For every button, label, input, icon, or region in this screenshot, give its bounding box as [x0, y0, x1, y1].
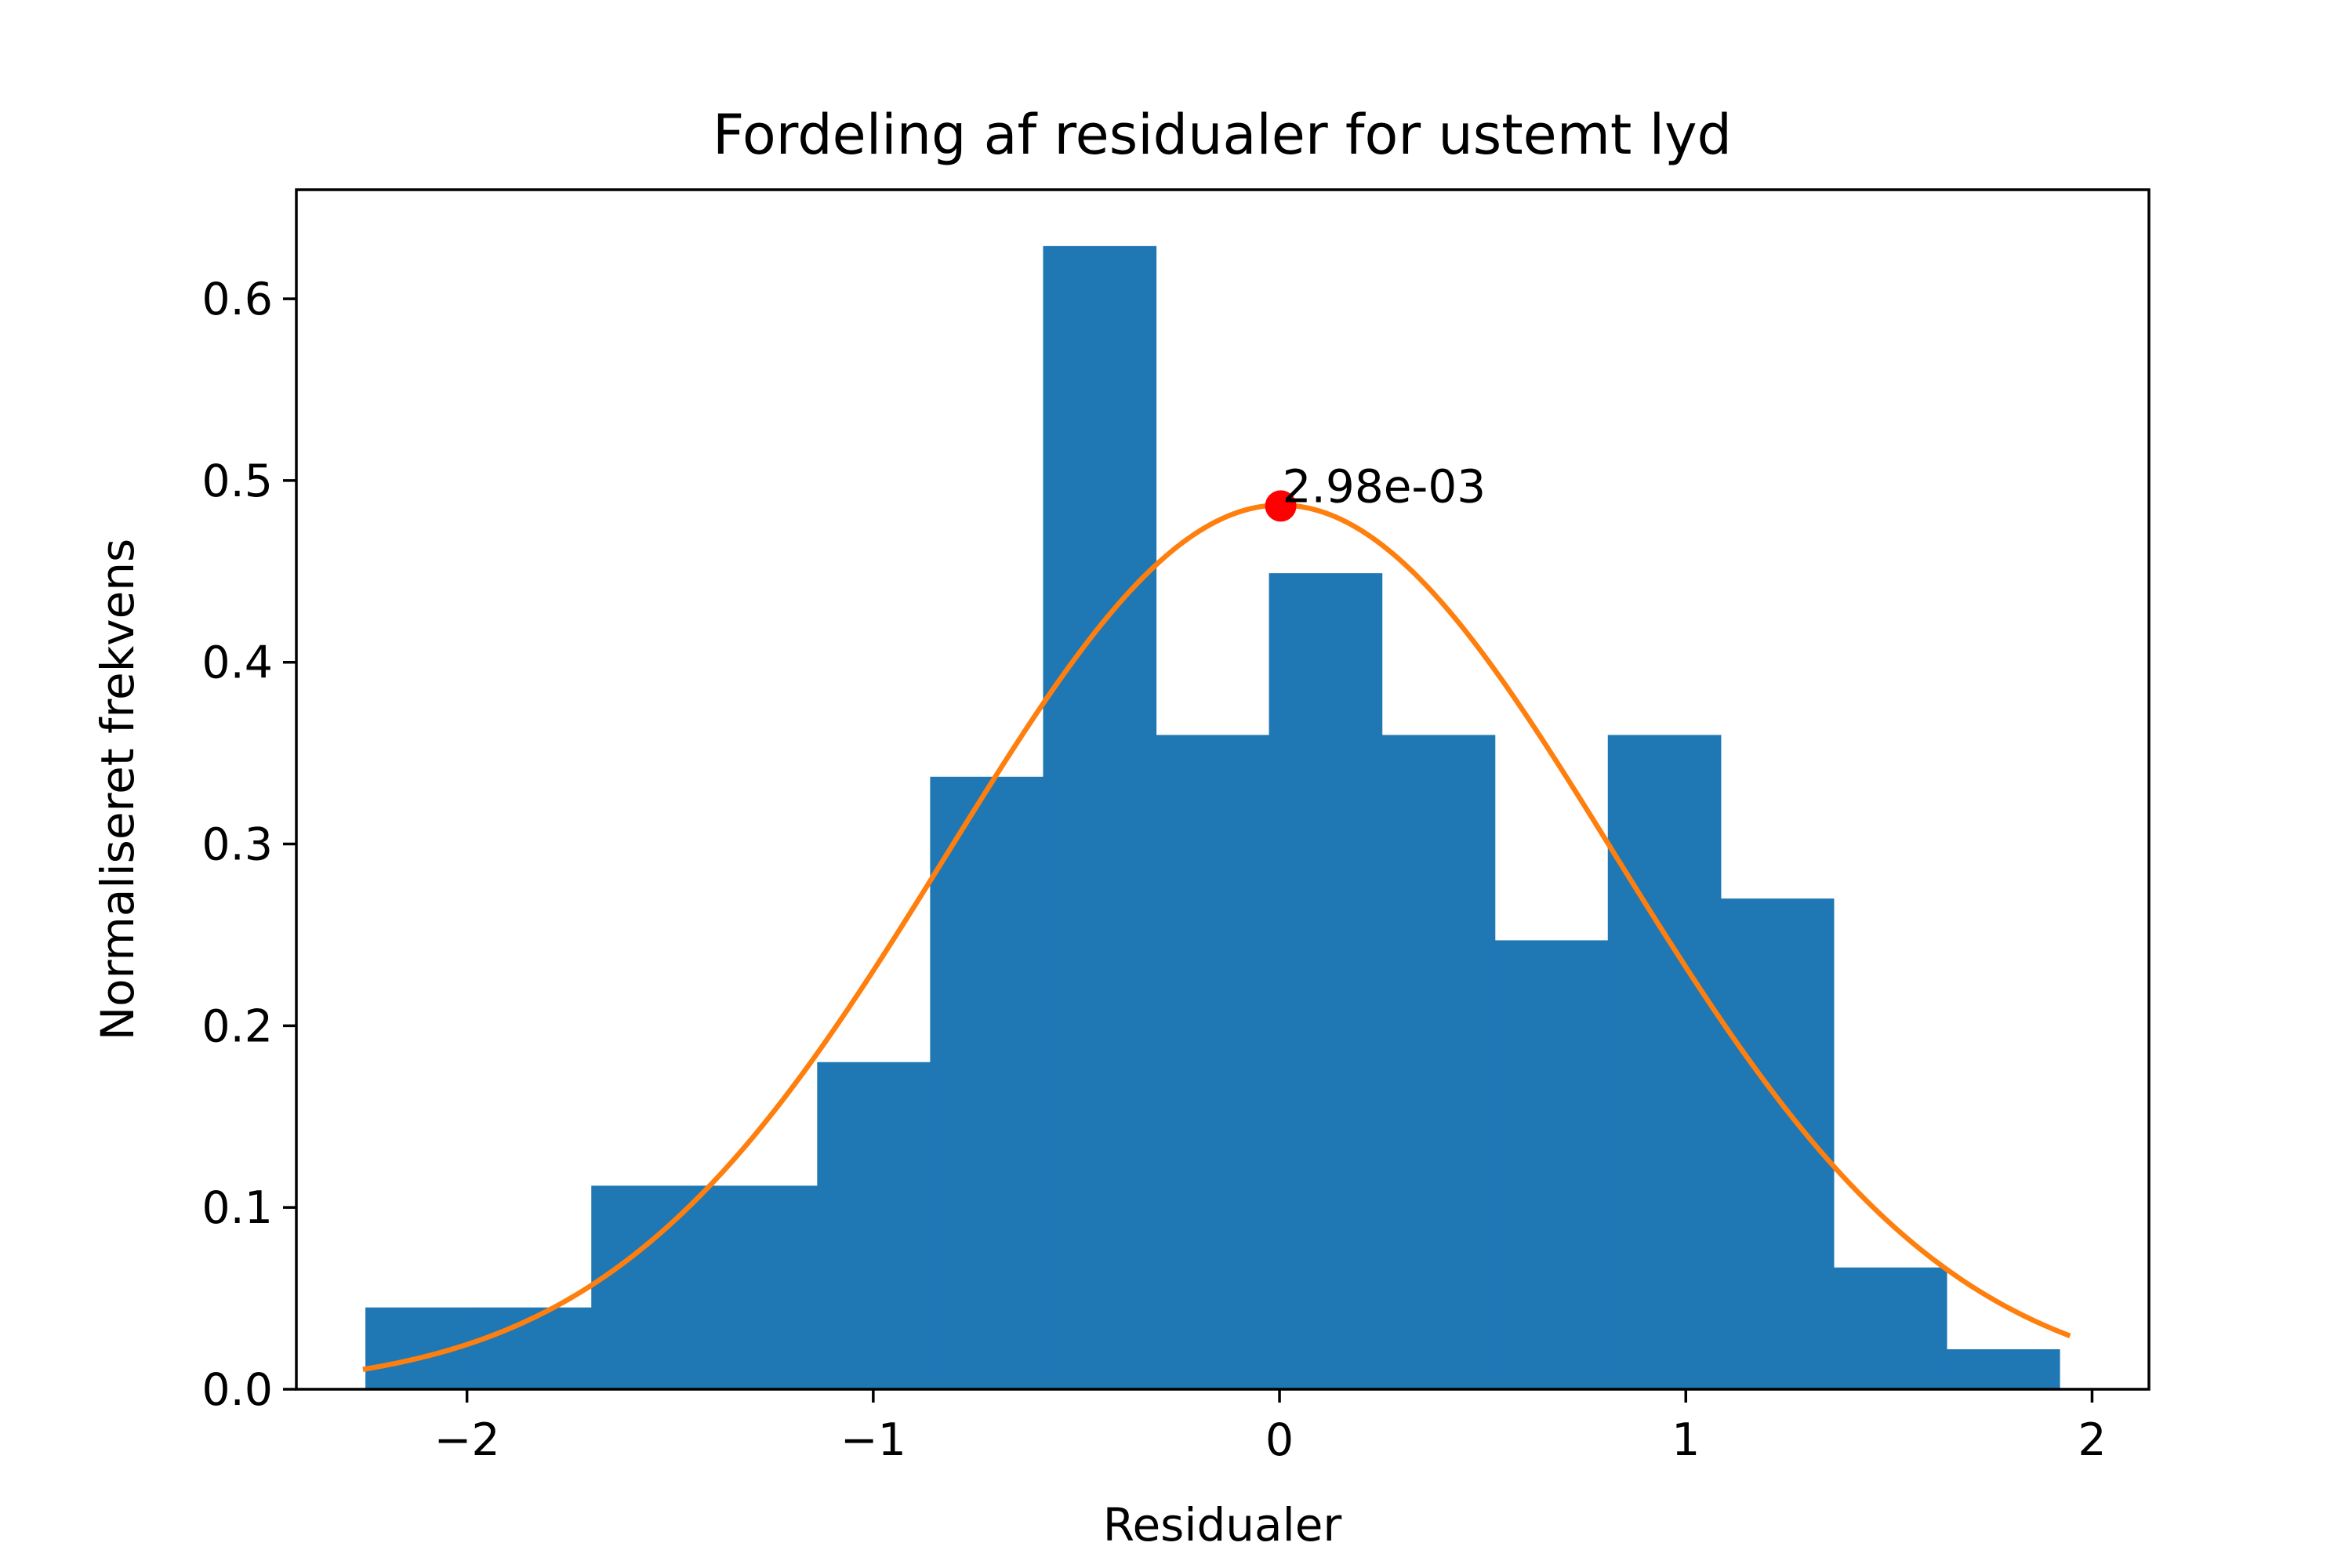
x-axis-label: Residualer	[1103, 1498, 1342, 1552]
x-tick-label-1: −1	[840, 1414, 906, 1466]
y-axis-label: Normaliseret frekvens	[91, 539, 144, 1041]
histogram-bar-9	[1381, 735, 1496, 1389]
histogram-bar-8	[1269, 573, 1383, 1389]
histogram-bar-1	[478, 1307, 592, 1389]
y-tick-label-3: 0.3	[201, 819, 273, 871]
histogram-bar-4	[817, 1062, 931, 1389]
y-tick-label-5: 0.5	[201, 456, 273, 507]
histogram-bars	[365, 245, 2060, 1389]
x-tick-label-0: −2	[434, 1414, 500, 1466]
histogram-bar-2	[591, 1185, 705, 1389]
histogram-bar-6	[1043, 245, 1157, 1389]
peak-annotation: 2.98e-03	[1283, 459, 1486, 513]
histogram-bar-5	[930, 776, 1044, 1389]
y-tick-label-1: 0.1	[201, 1182, 273, 1234]
chart-title: Fordeling af residualer for ustemt lyd	[713, 103, 1732, 167]
plot-frame	[295, 188, 2151, 1391]
peak-marker-layer: 2.98e-03	[1265, 459, 1486, 522]
histogram-bar-10	[1494, 940, 1609, 1389]
histogram-bar-11	[1607, 735, 1722, 1389]
histogram-bar-7	[1156, 735, 1270, 1389]
peak-marker	[1265, 490, 1297, 522]
y-tick-label-4: 0.4	[201, 637, 273, 689]
y-tick-label-2: 0.2	[201, 1000, 273, 1052]
normal-fit-curve	[362, 502, 2071, 1372]
histogram-bar-13	[1833, 1267, 1947, 1389]
x-tick-label-4: 2	[2078, 1414, 2106, 1466]
y-tick-label-0: 0.0	[201, 1364, 273, 1416]
histogram-bar-3	[704, 1185, 818, 1389]
y-axis-ticks: 0.0 0.1 0.2 0.3 0.4 0.5 0.6	[201, 274, 296, 1416]
x-tick-label-3: 1	[1671, 1414, 1700, 1466]
x-axis-ticks: −2 −1 0 1 2	[434, 1389, 2107, 1466]
histogram-bar-14	[1946, 1349, 2060, 1389]
fit-curve-layer	[362, 502, 2071, 1372]
y-tick-label-6: 0.6	[201, 274, 273, 325]
x-tick-label-2: 0	[1265, 1414, 1294, 1466]
